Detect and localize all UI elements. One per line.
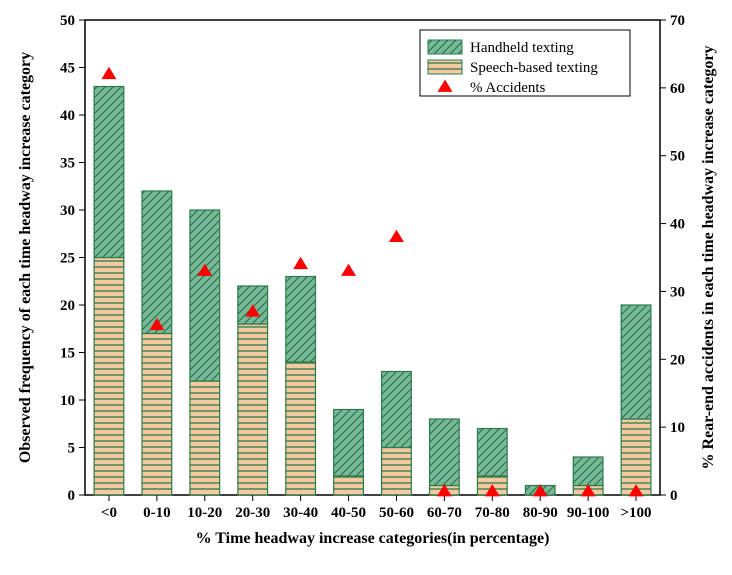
bar-speech [142,334,172,496]
yright-axis-title: % Rear-end accidents in each time headwa… [700,46,717,470]
yright-tick-label: 60 [670,81,685,97]
yright-tick-label: 10 [670,420,685,436]
x-tick-label: 70-80 [475,505,510,521]
legend-swatch-speech [428,60,462,74]
bar-speech [382,448,412,496]
x-tick-label: >100 [621,505,652,521]
x-axis-title: % Time headway increase categories(in pe… [196,530,550,547]
bar-handheld [142,191,172,334]
accident-marker [390,231,403,242]
yleft-tick-label: 15 [60,346,75,362]
x-tick-label: 20-30 [235,505,270,521]
yleft-tick-label: 10 [60,393,75,409]
yleft-tick-label: 35 [60,156,75,172]
yleft-tick-label: 25 [60,251,75,267]
yright-tick-label: 70 [670,13,685,29]
yleft-tick-label: 20 [60,298,75,314]
yright-tick-label: 20 [670,352,685,368]
bar-speech [286,362,316,495]
yleft-tick-label: 40 [60,108,75,124]
x-tick-label: 60-70 [427,505,462,521]
accident-marker [438,81,451,92]
bar-handheld [286,277,316,363]
bar-handheld [190,210,220,381]
x-tick-label: <0 [101,505,117,521]
headway-chart: 0 5 10 15 20 25 30 35 40 45 50 0 10 20 30 40 50 60 70 <0 0-1… [0,0,732,575]
accident-marker [294,258,307,269]
yright-tick-label: 40 [670,217,685,233]
bar-handheld [334,410,364,477]
bar-speech [190,381,220,495]
yright-tick-label: 50 [670,149,685,165]
yleft-tick-label: 30 [60,203,75,219]
legend-label-speech: Speech-based texting [470,60,598,76]
scatter-group [102,68,642,496]
x-tick-label: 10-20 [187,505,222,521]
bar-speech [334,476,364,495]
bars-group [94,87,651,496]
yleft-axis-title: Observed frequency of each time headway … [17,52,34,463]
bar-handheld [382,372,412,448]
accident-marker [342,265,355,276]
x-tick-label: 90-100 [567,505,610,521]
yleft-tick-label: 45 [60,61,75,77]
legend-label-handheld: Handheld texting [470,40,574,56]
bar-handheld [621,305,651,419]
bar-handheld [430,419,460,486]
bar-handheld [477,429,507,477]
yleft-tick-label: 5 [68,441,76,457]
legend-swatch-handheld [428,40,462,54]
chart-container: 0 5 10 15 20 25 30 35 40 45 50 0 10 20 30 40 50 60 70 <0 0-1… [0,0,732,575]
yright-tick-label: 0 [670,488,678,504]
accident-marker [102,68,115,79]
bar-handheld [94,87,124,258]
yright-tick-label: 30 [670,284,685,300]
bar-speech [238,324,268,495]
bar-speech [621,419,651,495]
yleft-tick-label: 0 [68,488,76,504]
x-tick-label: 40-50 [331,505,366,521]
x-tick-label: 80-90 [523,505,558,521]
yleft-tick-label: 50 [60,13,75,29]
x-tick-label: 30-40 [283,505,318,521]
legend-label-accidents: % Accidents [470,80,546,96]
bar-handheld [573,457,603,486]
legend: Handheld texting Speech-based texting % Ac… [420,30,630,96]
x-tick-label: 0-10 [143,505,171,521]
x-tick-label: 50-60 [379,505,414,521]
bar-speech [94,258,124,496]
